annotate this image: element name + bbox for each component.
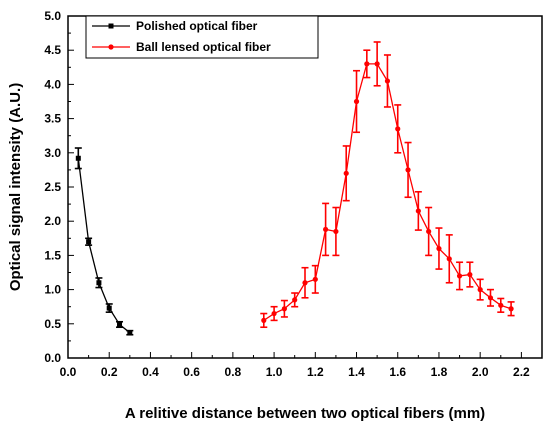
- y-tick-label: 3.5: [44, 112, 61, 126]
- y-axis-ticks: 0.0 0.5 1.0 1.5 2.0 2.5 3.0 3.5 4.0 4.5 5.0: [44, 9, 74, 365]
- data-point: [333, 228, 339, 235]
- series-ball-lensed: [260, 41, 515, 329]
- data-point: [395, 126, 401, 132]
- x-tick-label: 0.0: [60, 365, 77, 379]
- x-tick-label: 1.4: [348, 365, 365, 379]
- y-tick-label: 1.0: [44, 283, 61, 297]
- data-point: [312, 276, 318, 282]
- data-point: [96, 280, 102, 286]
- data-point: [508, 306, 514, 312]
- legend-label-ball: Ball lensed optical fiber: [136, 40, 271, 54]
- y-tick-label: 3.0: [44, 146, 61, 160]
- data-point: [384, 78, 391, 84]
- x-tick-label: 1.2: [307, 365, 324, 379]
- data-point: [292, 297, 298, 303]
- x-tick-label: 0.6: [183, 365, 200, 379]
- data-point: [261, 317, 267, 323]
- data-point: [446, 256, 452, 262]
- data-point: [498, 302, 504, 308]
- data-point: [343, 170, 349, 176]
- data-point: [436, 245, 442, 252]
- data-point: [323, 226, 329, 233]
- y-tick-label: 1.5: [44, 248, 61, 262]
- x-tick-label: 1.6: [389, 365, 406, 379]
- y-tick-label: 2.0: [44, 214, 61, 228]
- x-tick-label: 0.8: [225, 365, 242, 379]
- data-point: [127, 330, 133, 336]
- plot-frame: [67, 15, 543, 359]
- legend-box: [85, 15, 319, 59]
- y-tick-label: 5.0: [44, 9, 61, 23]
- data-point: [456, 273, 463, 279]
- x-tick-label: 2.2: [513, 365, 530, 379]
- data-point: [467, 271, 473, 278]
- data-point: [302, 280, 308, 286]
- y-tick-label: 0.0: [44, 351, 61, 365]
- y-tick-label: 4.5: [44, 43, 61, 57]
- data-point: [106, 305, 112, 311]
- data-point: [271, 310, 277, 317]
- data-point: [477, 287, 483, 293]
- data-point: [426, 228, 432, 235]
- legend-marker-ball: [108, 44, 114, 50]
- data-point: [353, 98, 360, 105]
- y-tick-label: 4.0: [44, 77, 61, 91]
- x-tick-label: 0.4: [142, 365, 159, 379]
- series-layer: [74, 41, 515, 336]
- data-point: [415, 208, 421, 214]
- series-polished: [74, 147, 134, 336]
- x-axis-ticks: 0.0 0.2 0.4 0.6 0.8 1.0 1.2 1.4 1.6 1.8 2.0 2.2: [60, 352, 530, 379]
- legend-marker-polished: [108, 23, 114, 29]
- y-tick-label: 2.5: [44, 180, 61, 194]
- x-tick-label: 1.8: [431, 365, 448, 379]
- y-axis-title: Optical signal intensity (A.U.): [7, 83, 24, 291]
- data-point: [364, 61, 370, 67]
- x-tick-label: 2.0: [472, 365, 489, 379]
- data-point: [117, 321, 123, 327]
- y-tick-label: 0.5: [44, 317, 61, 331]
- data-point: [487, 295, 494, 301]
- data-point: [75, 155, 81, 161]
- legend-label-polished: Polished optical fiber: [136, 19, 258, 33]
- legend: Polished optical fiber Ball lensed optic…: [85, 15, 319, 59]
- data-point: [374, 61, 380, 67]
- x-tick-label: 0.2: [101, 365, 118, 379]
- x-axis-title: A relitive distance between two optical …: [125, 405, 485, 422]
- data-point: [86, 239, 92, 245]
- data-point: [281, 306, 287, 312]
- data-point: [405, 167, 411, 173]
- x-tick-label: 1.0: [266, 365, 283, 379]
